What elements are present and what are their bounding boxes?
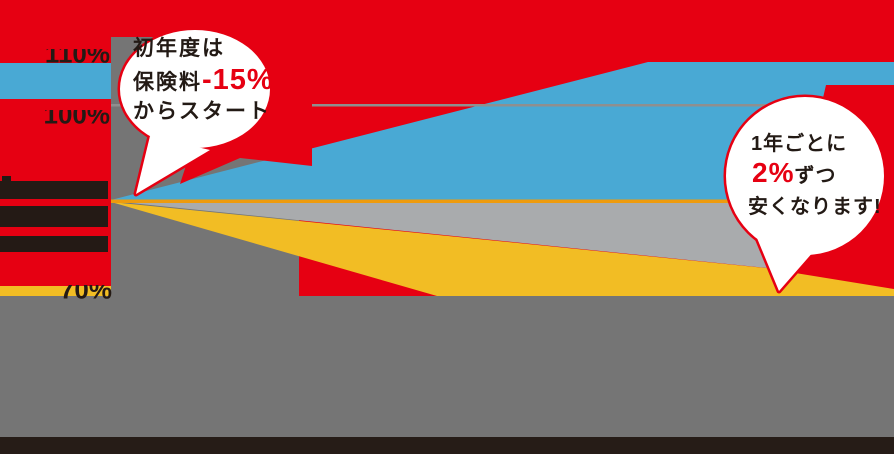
speech-bubble-first-year: [117, 27, 273, 197]
axis-blue-stripe: [0, 63, 111, 99]
bubble2-line3-text: 安くなります!: [748, 196, 882, 218]
bubble1-line2-black: 保険料: [133, 71, 202, 94]
baseline-85-line: [111, 199, 894, 203]
tick-label-100: 100%: [44, 100, 111, 130]
occluded-label-row-3: [0, 236, 108, 252]
bubble1-line2-red: -15%: [202, 64, 274, 96]
tick-label-110: 110%: [45, 39, 110, 69]
bubble2-line3: 安くなります!: [748, 197, 882, 217]
bubble2-line2: 2% ずつ: [752, 159, 836, 187]
bubble2-line1: 1年ごとに: [751, 134, 847, 154]
lower-gray-region: [0, 296, 894, 437]
blue-area-series: [111, 62, 894, 200]
tick-label-70: 70%: [60, 275, 112, 305]
bubble1-line2: 保険料 -15%: [133, 66, 274, 95]
speech-bubble-yearly: [723, 94, 887, 294]
gray-area-series: [111, 201, 894, 281]
bubble2-line2-red: 2%: [752, 157, 795, 188]
axis-yellow-stripe: [0, 286, 111, 296]
footer-bar: [0, 437, 894, 454]
bubble1-line1: 初年度は: [133, 38, 225, 59]
bubble1-line1-text: 初年度は: [133, 37, 225, 60]
bubble1-line3-text: からスタート: [133, 100, 271, 123]
occluded-label-notch: [2, 176, 11, 182]
gridline-100: [111, 104, 894, 107]
bubble1-line3: からスタート: [133, 101, 271, 122]
bubble2-line2-black: ずつ: [794, 165, 837, 187]
bubble2-line1-text: 1年ごとに: [751, 133, 848, 155]
yellow-discount-area: [111, 202, 894, 296]
occluded-label-row-1: [0, 181, 108, 199]
occluded-label-row-2: [0, 206, 108, 227]
